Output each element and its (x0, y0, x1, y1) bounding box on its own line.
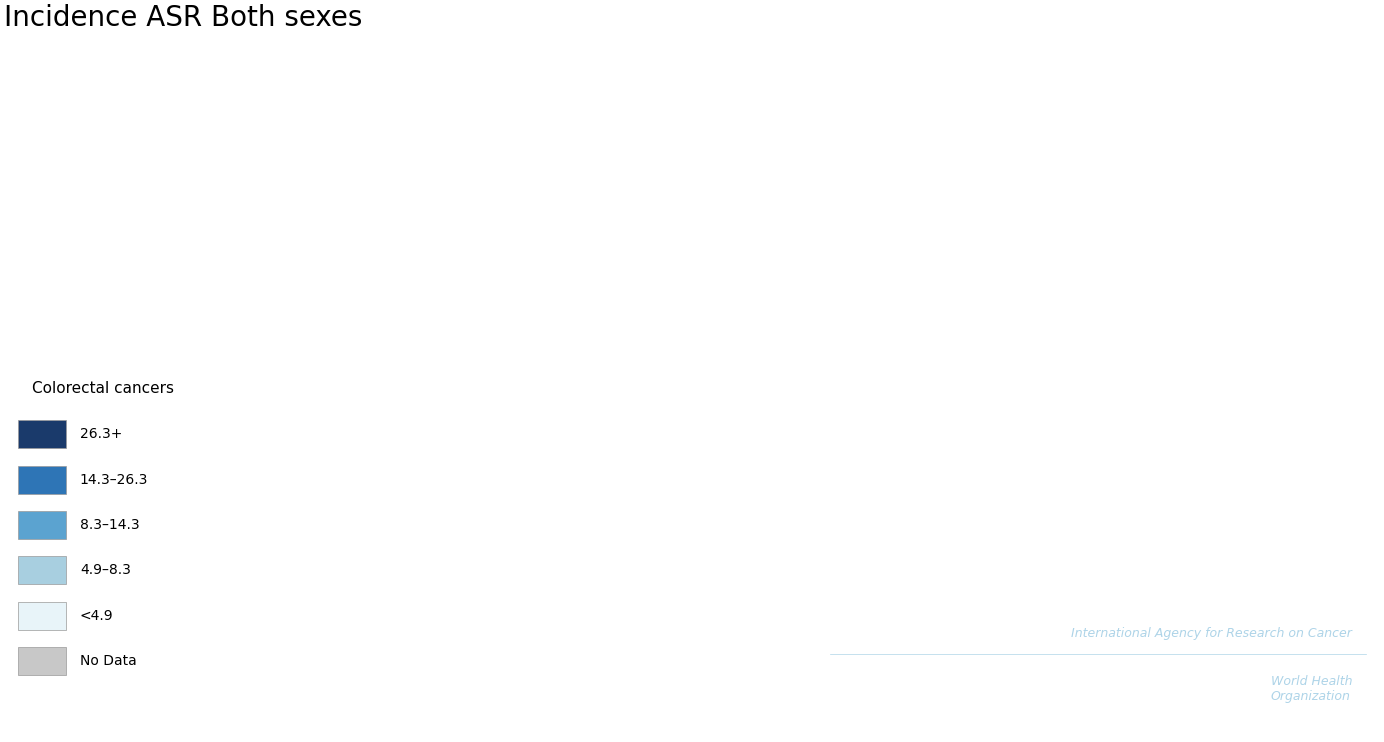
Text: Colorectal cancers: Colorectal cancers (32, 381, 173, 396)
Text: Incidence ASR Both sexes: Incidence ASR Both sexes (4, 4, 363, 32)
Text: No Data: No Data (80, 654, 137, 668)
Text: International Agency for Research on Cancer: International Agency for Research on Can… (1071, 627, 1352, 640)
Text: 4.9–8.3: 4.9–8.3 (80, 563, 130, 577)
FancyBboxPatch shape (18, 647, 66, 675)
Text: 8.3–14.3: 8.3–14.3 (80, 518, 140, 532)
FancyBboxPatch shape (18, 602, 66, 630)
Text: <4.9: <4.9 (80, 608, 113, 623)
FancyBboxPatch shape (18, 556, 66, 584)
Text: 26.3+: 26.3+ (80, 427, 122, 441)
FancyBboxPatch shape (18, 421, 66, 448)
Text: World Health
Organization: World Health Organization (1271, 675, 1352, 703)
Text: 14.3–26.3: 14.3–26.3 (80, 473, 148, 487)
FancyBboxPatch shape (18, 511, 66, 539)
FancyBboxPatch shape (18, 466, 66, 493)
